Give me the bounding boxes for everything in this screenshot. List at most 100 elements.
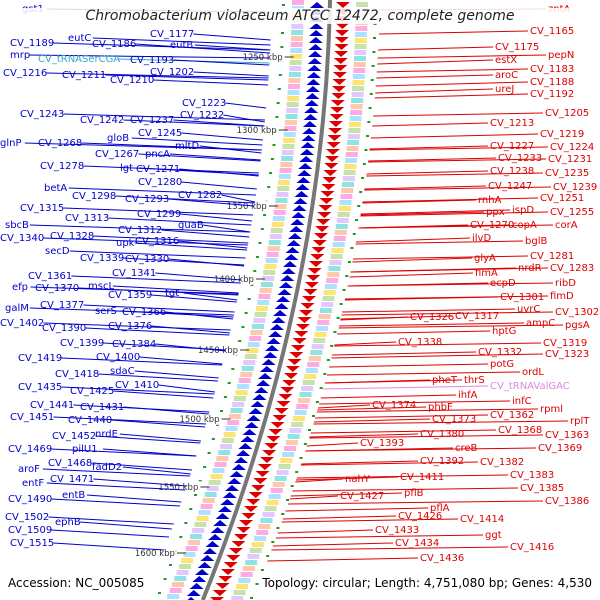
gene-label[interactable]: aroF	[18, 464, 40, 475]
gene-label[interactable]: CV_1410	[115, 380, 159, 391]
gene-label[interactable]: rpml	[540, 404, 563, 415]
gene-label[interactable]: CV_1332	[478, 347, 522, 358]
gene-label[interactable]: galM	[5, 303, 29, 314]
gene-label[interactable]: CV_1393	[360, 438, 404, 449]
gene-label[interactable]: CV_1435	[18, 382, 62, 393]
gene-label[interactable]: ilvD	[472, 233, 491, 244]
gene-label[interactable]: CV_1312	[118, 225, 162, 236]
gene-label[interactable]: CV_1469	[8, 444, 52, 455]
gene-label[interactable]: CV_1416	[510, 542, 554, 553]
gene-label[interactable]: CV_1233	[498, 153, 542, 164]
gene-label[interactable]: sdaC	[110, 366, 135, 377]
gene-label[interactable]: CV_1243	[20, 109, 64, 120]
gene-label[interactable]: CV_1434	[395, 538, 439, 549]
gene-label[interactable]: CV_1374	[372, 400, 416, 411]
gene-label[interactable]: tgt	[165, 288, 179, 299]
gene-label[interactable]: CV_1441	[30, 400, 74, 411]
gene-label[interactable]: secD	[45, 246, 70, 257]
gene-label[interactable]: mscL	[88, 281, 114, 292]
gene-label[interactable]: CV_1282	[178, 190, 222, 201]
gene-label[interactable]: entF	[22, 478, 44, 489]
gene-label[interactable]: CV_1326	[410, 312, 454, 323]
gene-label[interactable]: ureJ	[495, 84, 514, 95]
gene-label[interactable]: phbF	[428, 402, 453, 413]
gene-label[interactable]: CV_1205	[545, 108, 589, 119]
gene-label[interactable]: CV_tRNAValGAC	[490, 381, 570, 392]
gene-label[interactable]: corA	[555, 220, 578, 231]
gene-label[interactable]: potG	[490, 359, 514, 370]
gene-label[interactable]: creB	[455, 443, 478, 454]
gene-label[interactable]: CV_1299	[137, 209, 181, 220]
gene-label[interactable]: CV_1189	[10, 38, 54, 49]
gene-label[interactable]: guaB	[178, 220, 204, 231]
gene-label[interactable]: pflB	[404, 488, 424, 499]
gene-label[interactable]: CV_1239	[553, 182, 597, 193]
gene-label[interactable]: CV_1268	[38, 138, 82, 149]
gene-label[interactable]: CV_1328	[50, 231, 94, 242]
gene-label[interactable]: thrS	[464, 375, 485, 386]
gene-label[interactable]: CV_1386	[545, 496, 589, 507]
gene-label[interactable]: CV_1502	[5, 512, 49, 523]
gene-label[interactable]: pncA	[145, 149, 170, 160]
gene-label[interactable]: CV_1431	[80, 402, 124, 413]
gene-label[interactable]: pheT	[432, 375, 458, 386]
gene-label[interactable]: CV_1283	[550, 263, 594, 274]
gene-label[interactable]: CV_1210	[110, 75, 154, 86]
gene-label[interactable]: CV_1316	[135, 236, 179, 247]
gene-label[interactable]: CV_1242	[80, 115, 124, 126]
gene-label[interactable]: CV_1270	[470, 220, 514, 231]
gene-label[interactable]: CV_1384	[112, 339, 156, 350]
gene-label[interactable]: CV_1183	[530, 64, 574, 75]
gene-label[interactable]: glnP	[0, 138, 22, 149]
gene-label[interactable]: pgsA	[565, 320, 590, 331]
gene-label[interactable]: CV_1341	[112, 268, 156, 279]
gene-label[interactable]: ispD	[512, 205, 534, 216]
gene-label[interactable]: CV_1418	[55, 369, 99, 380]
gene-label[interactable]: pflA	[430, 503, 450, 514]
gene-label[interactable]: lgt	[120, 163, 133, 174]
gene-label[interactable]: CV_1377	[40, 300, 84, 311]
gene-label[interactable]: pilU1	[72, 444, 98, 455]
gene-label[interactable]: upk	[116, 238, 135, 249]
gene-label[interactable]: CV_1301	[500, 292, 544, 303]
gene-label[interactable]: rnhA	[478, 195, 502, 206]
gene-label[interactable]: CV_1419	[18, 353, 62, 364]
gene-label[interactable]: CV_1298	[72, 191, 116, 202]
gene-label[interactable]: CV_1382	[480, 457, 524, 468]
gene-label[interactable]: CV_1280	[138, 177, 182, 188]
gene-label[interactable]: CV_1319	[543, 338, 587, 349]
gene-label[interactable]: CV_1436	[420, 553, 464, 564]
gene-label[interactable]: CV_1231	[548, 154, 592, 165]
gene-label[interactable]: betA	[44, 183, 67, 194]
gene-label[interactable]: fimA	[475, 268, 498, 279]
gene-label[interactable]: nahY	[345, 474, 371, 485]
gene-label[interactable]: bglB	[525, 236, 547, 247]
gene-label[interactable]: efp	[12, 282, 28, 293]
gene-label[interactable]: CV_1237	[130, 115, 174, 126]
gene-label[interactable]: CV_1186	[92, 39, 136, 50]
gene-label[interactable]: copA	[512, 220, 537, 231]
gene-label[interactable]: entB	[62, 490, 85, 501]
gene-label[interactable]: CV_1313	[65, 213, 109, 224]
gene-label[interactable]: ppx	[486, 207, 505, 218]
gene-label[interactable]: CV_1402	[0, 318, 44, 329]
gene-label[interactable]: CV_1245	[138, 128, 182, 139]
gene-label[interactable]: CV_1330	[125, 254, 169, 265]
gene-label[interactable]: CV_1425	[70, 386, 114, 397]
gene-label[interactable]: CV_1400	[96, 352, 140, 363]
gene-label[interactable]: CV_1370	[35, 283, 79, 294]
gene-label[interactable]: CV_1362	[490, 410, 534, 421]
gene-label[interactable]: ordL	[522, 367, 544, 378]
gene-label[interactable]: infC	[512, 396, 532, 407]
gene-label[interactable]: sbcB	[5, 220, 29, 231]
gene-label[interactable]: CV_1247	[488, 181, 532, 192]
gene-label[interactable]: aroC	[495, 70, 518, 81]
gene-label[interactable]: estX	[495, 55, 517, 66]
gene-label[interactable]: hptG	[492, 326, 516, 337]
gene-label[interactable]: CV_1227	[490, 141, 534, 152]
gene-label[interactable]: CV_1302	[555, 307, 599, 318]
gene-label[interactable]: CV_1235	[545, 168, 589, 179]
gene-label[interactable]: nrdR	[518, 263, 542, 274]
gene-label[interactable]: CV_1278	[40, 161, 84, 172]
